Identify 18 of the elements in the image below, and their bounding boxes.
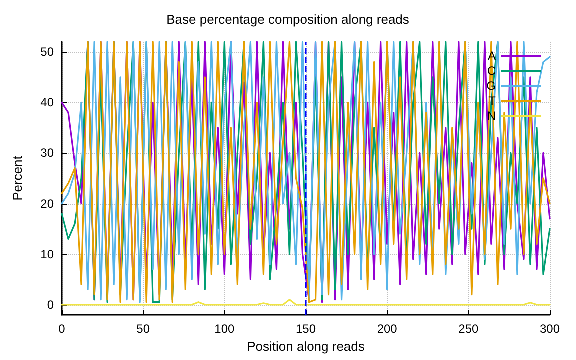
x-tick-label: 300: [540, 322, 560, 336]
x-tick-label: 250: [458, 322, 479, 336]
legend-label: T: [488, 94, 497, 108]
y-tick-label: 0: [47, 298, 54, 312]
chart-title: Base percentage composition along reads: [166, 12, 410, 27]
x-tick-label: 0: [58, 322, 66, 336]
y-tick-label: 10: [40, 247, 54, 262]
y-tick-label: 40: [40, 96, 54, 110]
y-axis-title: Percent: [10, 156, 25, 201]
y-tick-label: 30: [40, 146, 54, 160]
y-tick-label: 50: [40, 45, 54, 60]
x-tick-label: 150: [296, 322, 316, 336]
x-axis-title: Position along reads: [247, 338, 366, 354]
x-tick-label: 50: [136, 322, 150, 336]
x-tick-label: 100: [214, 322, 235, 336]
line-series: [61, 41, 551, 304]
x-tick-label: 200: [377, 322, 398, 336]
y-tick-label: 20: [40, 196, 54, 211]
